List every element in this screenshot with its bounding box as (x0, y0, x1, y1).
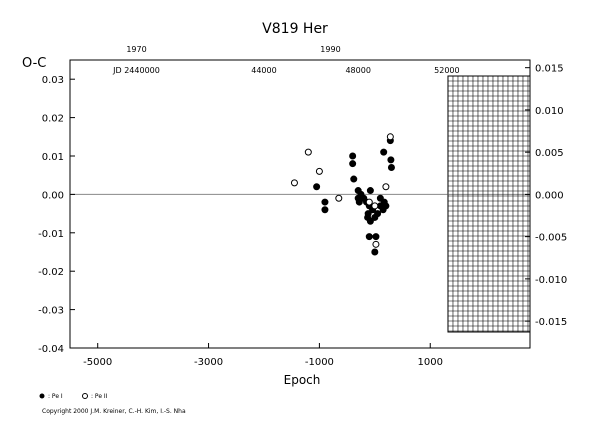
x-tick-label: -5000 (83, 357, 112, 368)
data-point (372, 240, 380, 248)
y-tick-label: 0.00 (42, 190, 64, 201)
data-point (313, 183, 321, 191)
right-tick-label: -0.010 (535, 275, 567, 286)
right-tick-label: 0.010 (535, 106, 564, 117)
data-point (387, 156, 395, 164)
data-point (371, 248, 379, 256)
right-tick-label: 0.015 (535, 64, 564, 75)
data-point (380, 148, 388, 156)
data-point (355, 198, 363, 206)
right-tick-label: 0.000 (535, 190, 564, 201)
data-point (321, 206, 329, 214)
data-point (372, 233, 380, 241)
jd-tick-label: 44000 (251, 66, 276, 75)
y-tick-label: -0.01 (38, 229, 64, 240)
copyright: Copyright 2000 J.M. Kreiner, C.-H. Kim, … (42, 408, 186, 415)
data-point (371, 202, 379, 210)
legend-filled-marker (39, 393, 45, 399)
y-tick-label: 0.02 (42, 114, 64, 125)
x-axis-title: Epoch (284, 373, 321, 387)
y-tick-label: -0.04 (38, 344, 64, 355)
data-point (349, 152, 357, 160)
data-point (374, 210, 382, 218)
y-axis-title: O-C (22, 56, 46, 71)
data-point (290, 179, 298, 187)
year-tick-label: 1990 (320, 45, 340, 54)
data-point (315, 167, 323, 175)
x-tick-label: -1000 (305, 357, 334, 368)
data-point (364, 210, 372, 218)
y-tick-label: -0.03 (38, 306, 64, 317)
jd-tick-label: JD 2440000 (112, 66, 160, 75)
plot-frame (69, 59, 531, 349)
data-point (321, 198, 329, 206)
y-tick-label: -0.02 (38, 267, 64, 278)
data-point (335, 194, 343, 202)
year-tick-label: 1970 (126, 45, 146, 54)
data-point (350, 175, 358, 183)
jd-tick-label: 52000 (434, 66, 459, 75)
chart-title: V819 Her (262, 21, 328, 37)
data-point (304, 148, 312, 156)
data-point (349, 160, 357, 168)
right-tick-label: 0.005 (535, 148, 564, 159)
legend-open-marker (82, 393, 88, 399)
y-tick-label: 0.03 (42, 75, 64, 86)
x-tick-label: 1000 (418, 357, 443, 368)
data-point (365, 233, 373, 241)
x-tick-label: -3000 (194, 357, 223, 368)
right-tick-label: -0.005 (535, 233, 567, 244)
data-point (387, 164, 395, 172)
data-point (366, 187, 374, 195)
data-point (366, 217, 374, 225)
jd-tick-label: 48000 (345, 66, 370, 75)
data-point (382, 202, 390, 210)
data-point (382, 183, 390, 191)
legend-label-2: : Pe II (91, 393, 108, 400)
y-tick-label: 0.01 (42, 152, 64, 163)
legend-label-1: : Pe I (48, 393, 63, 400)
right-tick-label: -0.015 (535, 317, 567, 328)
data-point (365, 198, 373, 206)
data-point (386, 133, 394, 141)
